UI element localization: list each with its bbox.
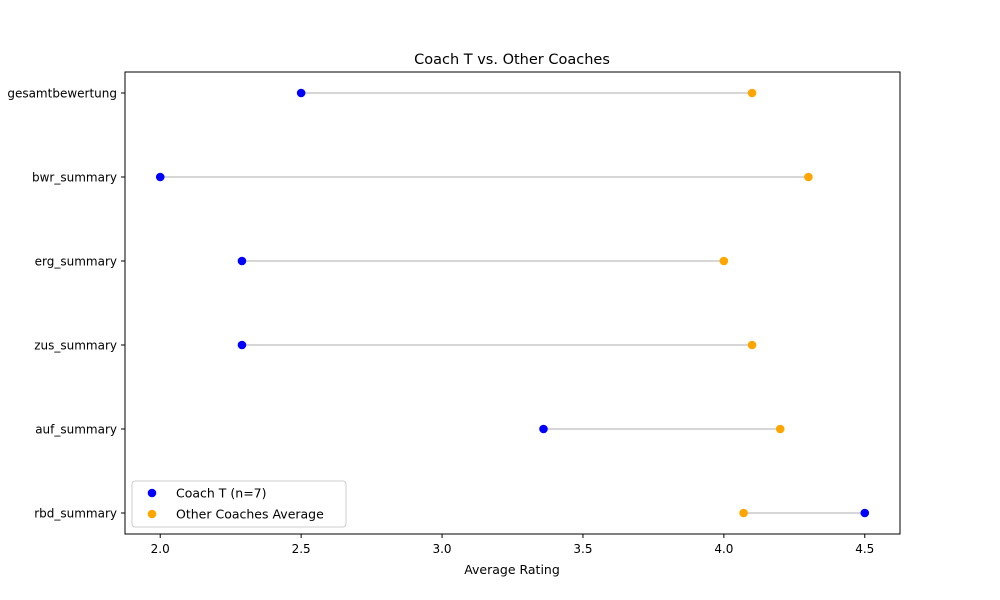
x-tick-label: 2.0 [151,542,170,556]
other-coaches-point-rbd_summary [739,508,748,518]
y-tick-label-auf_summary: auf_summary [35,423,117,437]
legend: Coach T (n=7) Other Coaches Average [131,480,347,528]
y-tick-label-zus_summary: zus_summary [34,339,117,353]
x-tick-label: 3.5 [573,542,592,556]
other-coaches-point-gesamtbewertung [747,88,757,98]
y-tick-label-rbd_summary: rbd_summary [34,507,117,521]
other-coaches-point-zus_summary [747,340,757,350]
plot-frame [124,71,901,535]
y-tick-label-bwr_summary: bwr_summary [32,171,117,185]
other-coaches-point-erg_summary [719,256,729,266]
coach-t-point-gesamtbewertung [296,88,306,98]
other-coaches-point-auf_summary [775,424,785,434]
y-tick-label-gesamtbewertung: gesamtbewertung [7,87,117,101]
legend-label-1: Other Coaches Average [176,507,324,522]
y-axis: gesamtbewertung bwr_summary erg_summaryzus… [7,87,125,521]
coach-t-point-rbd_summary [860,508,870,518]
plot-area [155,88,870,518]
x-tick-label: 2.5 [292,542,311,556]
x-tick-label: 3.0 [432,542,451,556]
chart-title: Coach T vs. Other Coaches [414,52,610,68]
legend-box [131,480,347,528]
legend-marker-0 [147,488,157,498]
coach-t-point-zus_summary [237,340,247,350]
coach-t-point-bwr_summary [155,172,165,182]
coach-t-point-erg_summary [237,256,247,266]
other-coaches-point-bwr_summary [804,172,813,182]
x-axis: 2.0 2.5 3.0 3.5 4.0 4.5 [151,534,874,556]
x-axis-label: Average Rating [464,562,560,577]
legend-marker-1 [147,509,157,519]
y-tick-label-erg_summary: erg_summary [35,255,117,269]
x-tick-label: 4.0 [714,542,733,556]
coach-t-point-auf_summary [539,424,548,434]
legend-label-0: Coach T (n=7) [176,486,267,501]
x-tick-label: 4.5 [855,542,874,556]
